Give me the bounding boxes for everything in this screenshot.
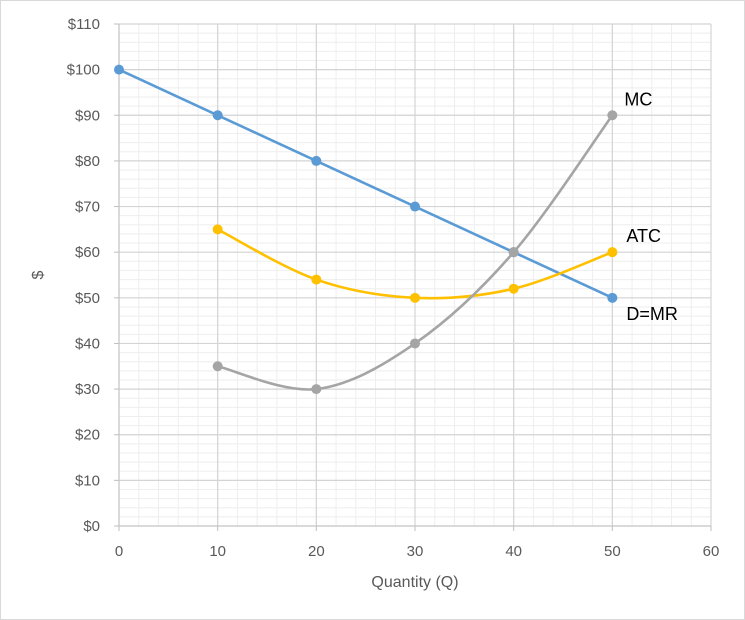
x-tick-label: 20 — [308, 543, 325, 560]
y-tick-label: $0 — [83, 518, 100, 535]
y-tick-label: $100 — [67, 62, 100, 79]
x-tick-label: 0 — [115, 543, 123, 560]
data-point-mc — [410, 338, 420, 349]
x-tick-label: 50 — [604, 543, 621, 560]
major-gridlines — [114, 23, 712, 531]
y-tick-label: $90 — [75, 107, 100, 124]
series-label-d-mr: D=MR — [626, 304, 678, 324]
y-tick-label: $40 — [75, 335, 100, 352]
x-tick-label: 10 — [209, 543, 226, 560]
y-tick-label: $50 — [75, 290, 100, 307]
data-point-mc — [212, 361, 223, 372]
y-tick-label: $10 — [75, 472, 100, 489]
series-markers — [114, 64, 618, 395]
series-lines — [117, 68, 614, 391]
series-line-mc — [216, 113, 614, 391]
y-tick-label: $70 — [75, 199, 100, 216]
data-point-d-mr — [114, 64, 124, 75]
y-tick-label: $80 — [75, 153, 100, 170]
x-tick-label: 40 — [505, 543, 522, 560]
data-point-d-mr — [311, 155, 322, 166]
y-tick-label: $60 — [75, 244, 100, 261]
data-point-atc — [508, 283, 519, 294]
series-line-d-mr — [117, 68, 614, 300]
data-point-atc — [212, 224, 223, 235]
y-tick-label: $30 — [75, 381, 100, 398]
data-point-mc — [311, 384, 322, 395]
series-label-atc: ATC — [626, 226, 661, 246]
x-axis-title: Quantity (Q) — [371, 574, 458, 591]
data-point-d-mr — [410, 201, 420, 212]
x-tick-label: 60 — [703, 543, 720, 560]
series-label-mc: MC — [624, 89, 652, 109]
data-point-atc — [607, 247, 618, 258]
series-labels: D=MR ATC MC — [624, 89, 678, 324]
y-tick-label: $20 — [75, 427, 100, 444]
y-axis-title: $ — [30, 270, 47, 279]
y-axis-tick-labels: $0 $10 $20 $30 $40 $50 $60 $70 $80 $90 $100 $110 — [67, 16, 100, 535]
x-tick-label: 30 — [407, 543, 424, 560]
data-point-atc — [410, 292, 420, 303]
data-point-mc — [607, 110, 618, 121]
data-point-atc — [311, 274, 322, 285]
y-tick-label: $110 — [68, 16, 100, 33]
data-point-mc — [508, 247, 519, 258]
data-point-d-mr — [607, 292, 618, 303]
data-point-d-mr — [212, 110, 223, 121]
x-axis-tick-labels: 0 10 20 30 40 50 60 — [115, 543, 720, 560]
